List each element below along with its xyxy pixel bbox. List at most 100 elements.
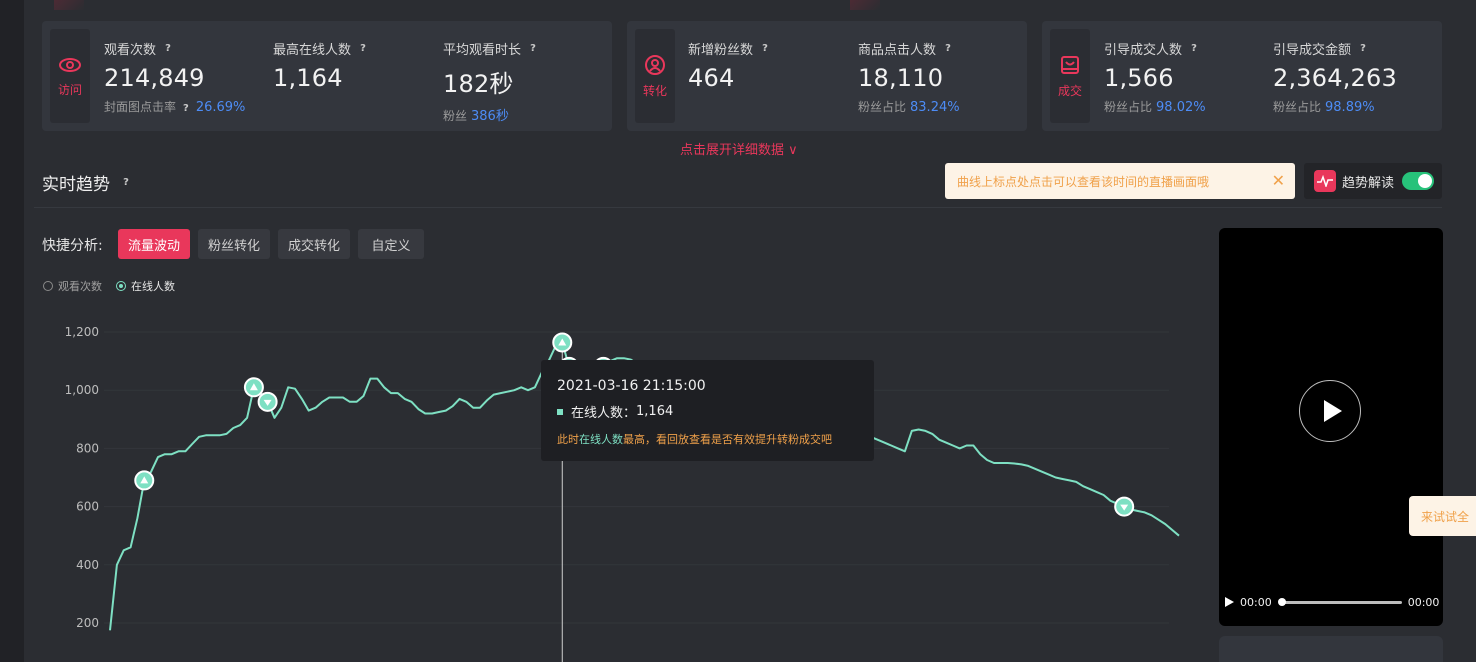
quick-btn-deal[interactable]: 成交转化: [278, 229, 350, 259]
video-controls: 00:00 00:00: [1219, 594, 1443, 610]
metric-radio-group: 观看次数 在线人数: [43, 278, 175, 294]
expand-details-link[interactable]: 点击展开详细数据 ∨: [680, 143, 798, 158]
metric-value: 182秒: [443, 70, 514, 98]
y-tick-label: 1,200: [65, 325, 99, 339]
category-label: 成交: [1057, 83, 1082, 98]
metric-product-clicks: 商品点击人数? 18,110 粉丝占比 83.24%: [858, 39, 960, 116]
side-popup[interactable]: 来试试全: [1409, 496, 1476, 536]
current-time: 00:00: [1240, 595, 1272, 609]
category-label: 转化: [642, 83, 667, 98]
note-post: 最高，看回放查看是否有效提升转粉成交吧: [623, 433, 832, 446]
toggle-switch[interactable]: [1402, 172, 1435, 190]
metric-deal-users: 引导成交人数? 1,566 粉丝占比 98.02%: [1104, 39, 1206, 116]
radio-views[interactable]: 观看次数: [43, 278, 102, 294]
metric-label: 商品点击人数: [858, 43, 937, 58]
metric-views: 观看次数? 214,849 封面图点击率 ? 26.69%: [104, 39, 246, 116]
divider: [34, 207, 1442, 208]
metric-sub-value: 386秒: [471, 109, 509, 124]
metric-sub-label: 粉丝: [443, 109, 468, 123]
quick-btn-fans[interactable]: 粉丝转化: [198, 229, 270, 259]
trend-toggle-label: 趋势解读: [1342, 175, 1395, 191]
metric-label: 引导成交金额: [1273, 43, 1352, 58]
metric-value: 214,849: [104, 64, 205, 92]
top-decoration: [850, 0, 880, 10]
radio-dot: [43, 281, 53, 291]
chart-marker-down[interactable]: [1114, 496, 1135, 517]
metric-value: 18,110: [858, 64, 944, 92]
chart-marker-down[interactable]: [257, 391, 278, 412]
metric-value: 1,164: [273, 64, 343, 92]
metric-deal-amount: 引导成交金额? 2,364,263 粉丝占比 98.89%: [1273, 39, 1397, 116]
duration-time: 00:00: [1407, 595, 1440, 609]
help-icon[interactable]: ?: [123, 176, 129, 188]
metric-peak-online: 最高在线人数? 1,164: [273, 39, 369, 93]
top-decoration: [54, 0, 84, 10]
left-sidebar-strip: [0, 0, 24, 662]
metric-new-fans: 新增粉丝数? 464: [688, 39, 771, 93]
metric-value: 2,364,263: [1273, 64, 1397, 92]
help-icon[interactable]: ?: [165, 42, 171, 54]
tooltip-value: 1,164: [636, 404, 674, 419]
quick-analysis-label: 快捷分析:: [42, 238, 103, 254]
help-icon[interactable]: ?: [182, 103, 189, 114]
help-icon[interactable]: ?: [945, 42, 951, 54]
note-pre: 此时: [557, 433, 579, 446]
pulse-icon: [1314, 170, 1336, 192]
bottom-card: [1219, 636, 1443, 662]
metric-value: 1,566: [1104, 64, 1174, 92]
metric-sub-label: 粉丝占比: [858, 100, 907, 114]
shop-bag-icon: [1061, 55, 1079, 74]
section-title: 实时趋势 ?: [42, 170, 132, 195]
help-icon[interactable]: ?: [762, 42, 768, 54]
chart-marker-up[interactable]: [243, 377, 264, 398]
eye-icon: [59, 57, 81, 72]
trend-analysis-toggle[interactable]: 趋势解读: [1304, 163, 1442, 199]
y-tick-label: 200: [76, 616, 99, 630]
quick-btn-custom[interactable]: 自定义: [358, 229, 424, 259]
radio-online[interactable]: 在线人数: [116, 278, 175, 294]
note-highlight: 在线人数: [579, 433, 623, 446]
y-tick-label: 400: [76, 558, 99, 572]
tooltip-note: 此时在线人数最高，看回放查看是否有效提升转粉成交吧: [557, 431, 858, 447]
replay-video-player[interactable]: 00:00 00:00: [1219, 228, 1443, 626]
metric-avg-watch-time: 平均观看时长? 182秒 粉丝 386秒: [443, 39, 539, 125]
radio-label: 观看次数: [58, 280, 102, 293]
tooltip-time: 2021-03-16 21:15:00: [557, 378, 706, 394]
metric-sub-label: 粉丝占比: [1104, 100, 1153, 114]
seek-knob[interactable]: [1277, 597, 1286, 606]
chart-tooltip: 2021-03-16 21:15:00 在线人数： 1,164 此时在线人数最高，…: [541, 360, 874, 461]
chart-marker-peak[interactable]: [552, 332, 573, 353]
help-icon[interactable]: ?: [360, 42, 366, 54]
metric-label: 引导成交人数: [1104, 43, 1183, 58]
category-badge-visit: 访问: [50, 29, 90, 123]
help-icon[interactable]: ?: [530, 42, 536, 54]
metric-sub-label: 粉丝占比: [1273, 100, 1322, 114]
tooltip-series: 在线人数: [571, 406, 624, 421]
metric-label: 最高在线人数: [273, 43, 352, 58]
metric-label: 新增粉丝数: [688, 43, 754, 58]
tip-text: 曲线上标点处点击可以查看该时间的直播画面哦: [957, 174, 1210, 189]
play-icon[interactable]: [1299, 380, 1361, 442]
close-icon[interactable]: ✕: [1271, 171, 1285, 190]
metric-sub-value: 98.89%: [1325, 100, 1375, 115]
metric-sub-value: 26.69%: [195, 100, 246, 115]
help-icon[interactable]: ?: [1191, 42, 1197, 54]
seek-bar[interactable]: [1277, 597, 1402, 606]
play-small-icon[interactable]: [1225, 597, 1234, 607]
y-tick-label: 800: [76, 441, 99, 455]
category-badge-convert: 转化: [635, 29, 675, 123]
metric-sub-label: 封面图点击率: [104, 100, 177, 114]
metric-value: 464: [688, 64, 735, 92]
fans-icon: [645, 54, 665, 75]
metric-label: 平均观看时长: [443, 43, 522, 58]
category-badge-deal: 成交: [1050, 29, 1090, 123]
quick-btn-traffic[interactable]: 流量波动: [118, 229, 190, 259]
category-label: 访问: [57, 82, 82, 97]
chart-marker-up[interactable]: [134, 470, 155, 491]
metric-sub-value: 98.02%: [1156, 100, 1206, 115]
y-tick-label: 1,000: [65, 383, 99, 397]
help-icon[interactable]: ?: [1360, 42, 1366, 54]
series-swatch: [557, 408, 563, 415]
stat-card-deal: 成交 引导成交人数? 1,566 粉丝占比 98.02% 引导成交金额? 2,36…: [1042, 21, 1442, 131]
stat-card-convert: 转化 新增粉丝数? 464 商品点击人数? 18,110 粉丝占比 83.24%: [627, 21, 1027, 131]
